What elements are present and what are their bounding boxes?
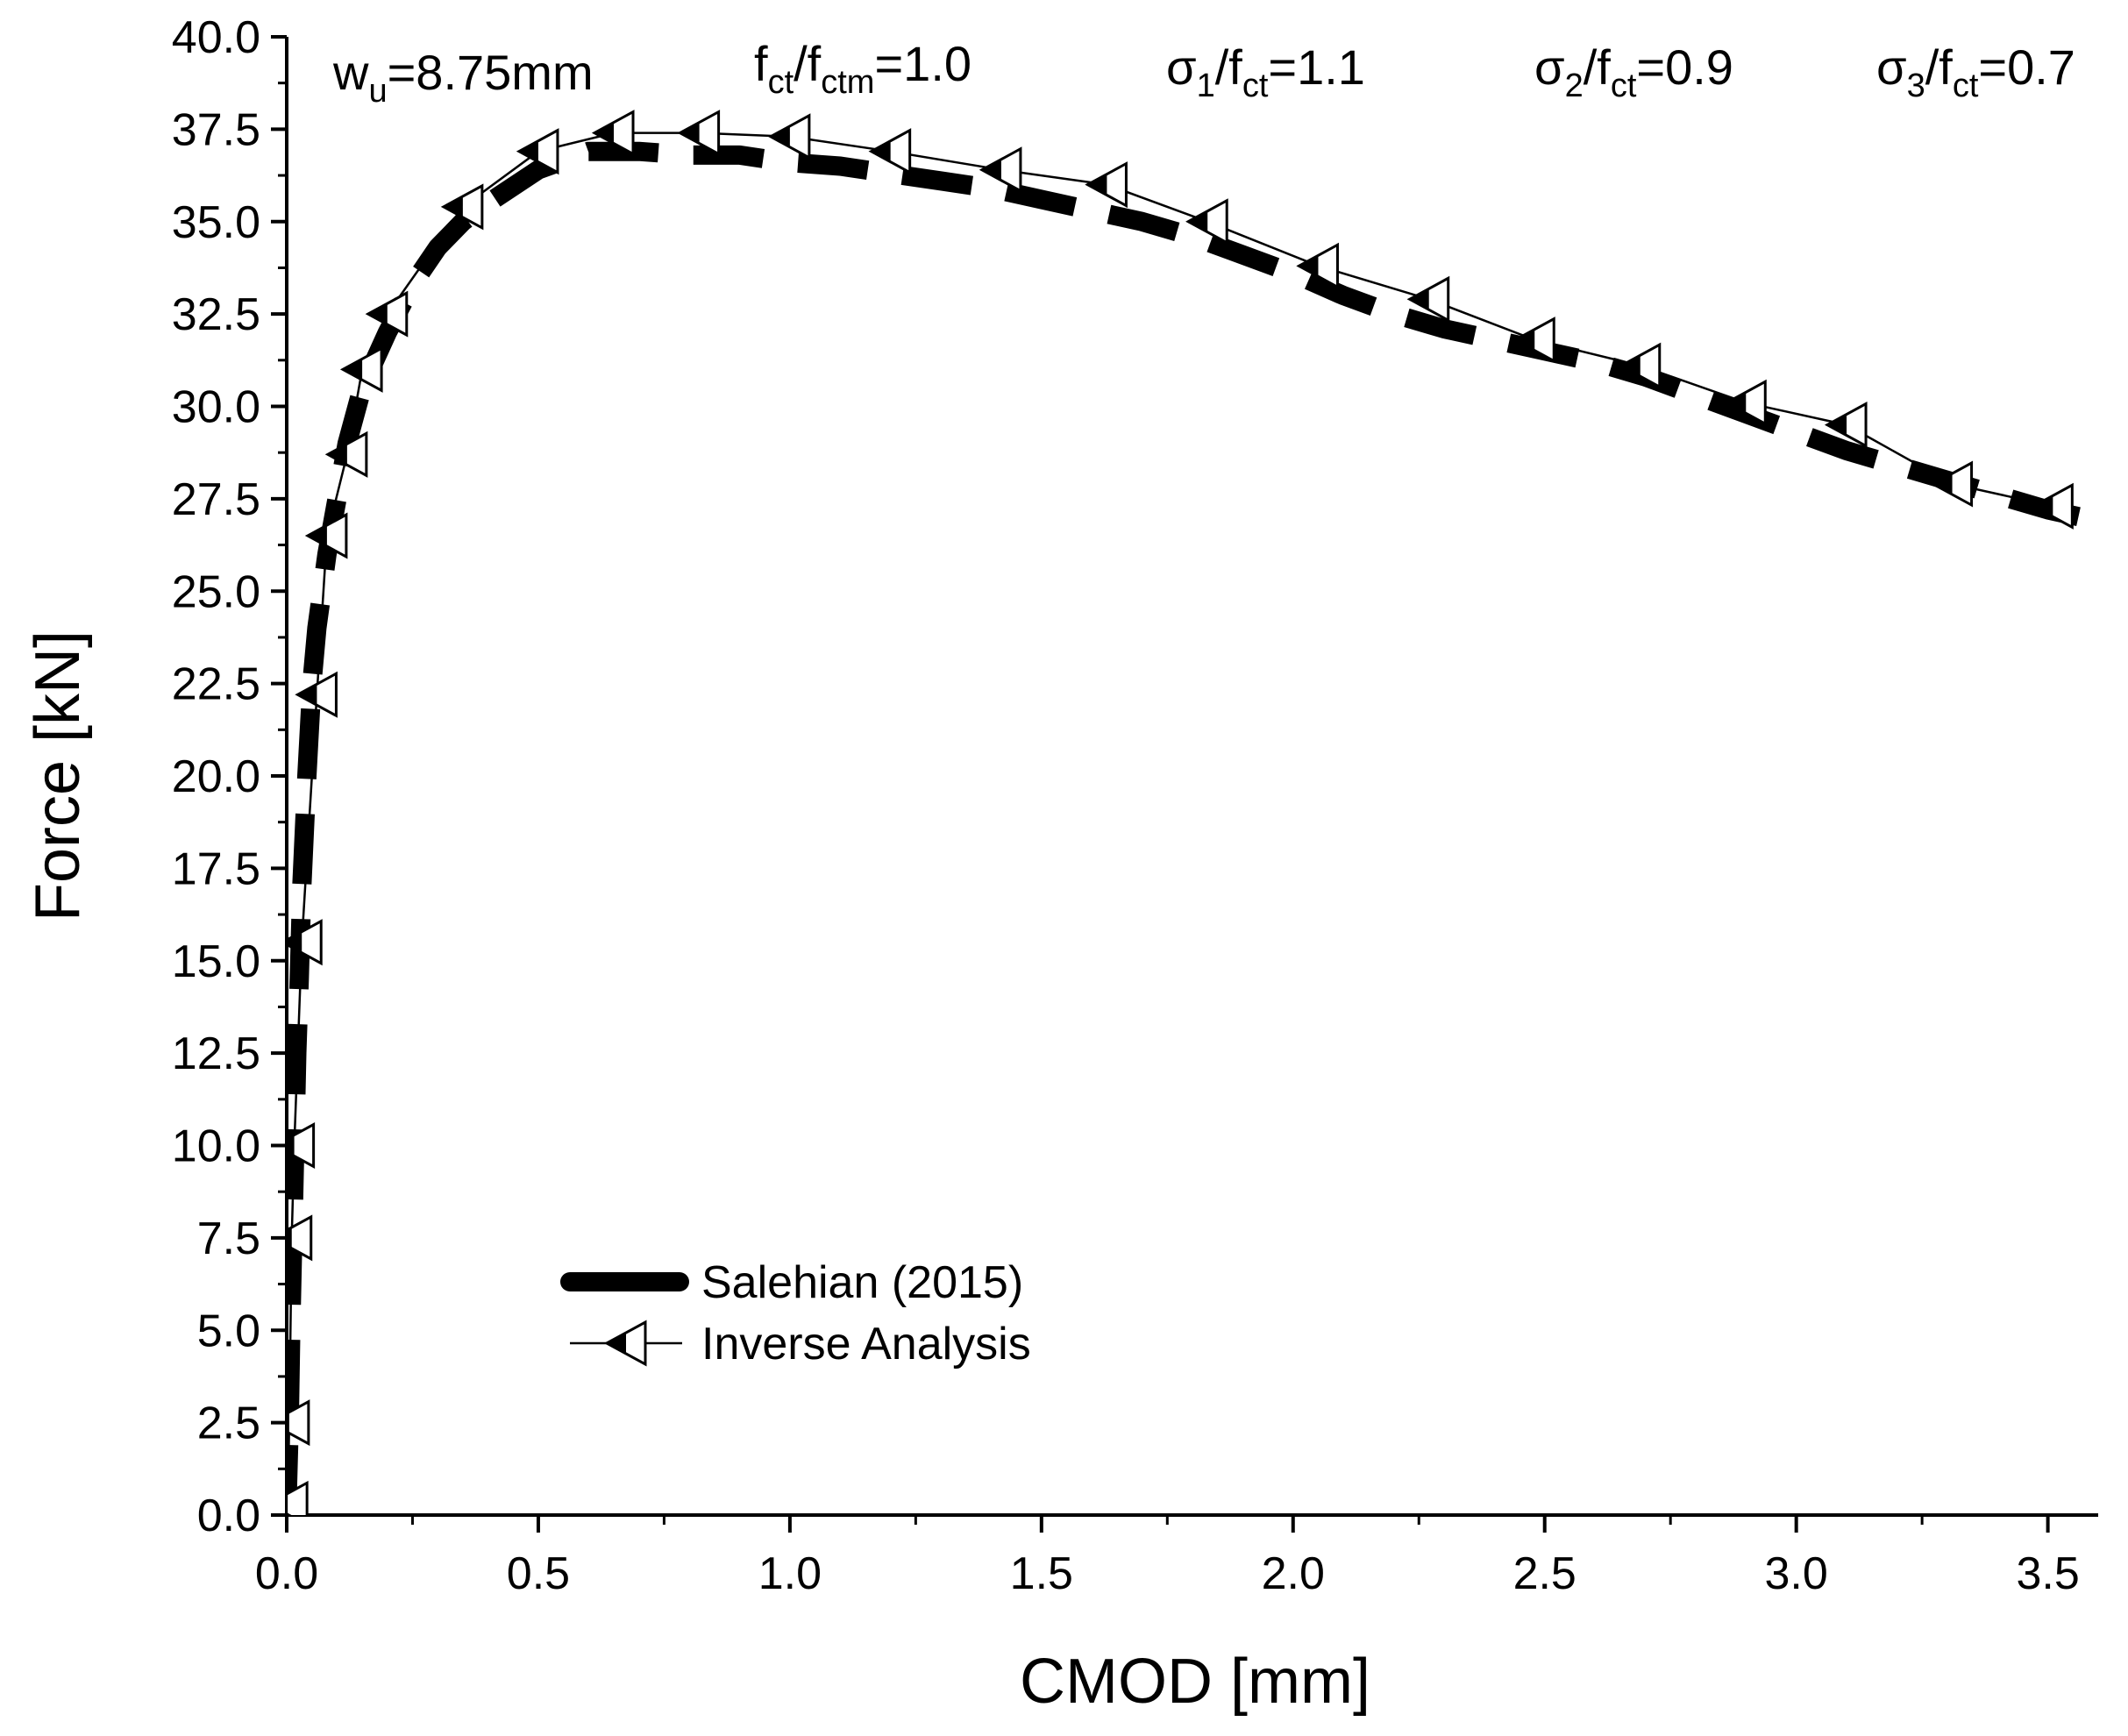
legend-inverse-label: Inverse Analysis (701, 1319, 1031, 1370)
inverse-analysis-marker (287, 1399, 310, 1447)
series-inverse-analysis-line (287, 132, 2053, 1505)
series-salehian-line (287, 141, 2098, 1515)
inverse-analysis-marker (287, 1214, 313, 1262)
legend-inverse-marker (603, 1320, 647, 1367)
inverse-analysis-marker (1296, 242, 1339, 289)
inverse-analysis-marker (516, 128, 559, 175)
x-tick-label: 3.5 (2016, 1548, 2079, 1599)
y-tick-label: 10.0 (172, 1121, 260, 1172)
y-tick-label: 35.0 (172, 197, 260, 248)
inverse-analysis-marker (979, 146, 1022, 194)
y-tick-label: 22.5 (172, 659, 260, 710)
inverse-analysis-marker (868, 128, 912, 175)
inverse-analysis-marker (767, 113, 811, 160)
x-tick-label: 1.5 (1010, 1548, 1073, 1599)
inverse-analysis-marker (287, 1480, 309, 1515)
x-tick-label: 1.0 (758, 1548, 822, 1599)
x-tick-label: 0.0 (255, 1548, 318, 1599)
y-tick-label: 15.0 (172, 936, 260, 987)
annotation-wu: wu=8.75mm (332, 45, 594, 110)
annotation-sigma2: σ2/fct=0.9 (1534, 39, 1733, 104)
inverse-analysis-marker (295, 671, 338, 718)
x-tick-label: 2.5 (1513, 1548, 1576, 1599)
y-axis-ticks (271, 35, 287, 1517)
x-axis-ticks (285, 1515, 2050, 1533)
inverse-analysis-marker (440, 183, 484, 231)
annotation-fct-fctm: fct/fctm=1.0 (754, 36, 971, 101)
y-tick-label: 32.5 (172, 289, 260, 340)
inverse-analysis-marker (304, 512, 348, 559)
legend-triangle-marker (603, 1320, 647, 1367)
y-tick-label: 30.0 (172, 382, 260, 433)
inverse-analysis-marker (287, 1121, 316, 1170)
legend-salehian-label: Salehian (2015) (701, 1257, 1023, 1308)
inverse-analysis-marker (324, 430, 368, 478)
y-tick-label: 2.5 (197, 1398, 260, 1449)
y-tick-label: 0.0 (197, 1491, 260, 1541)
inverse-analysis-marker (591, 110, 635, 157)
y-axis-tick-labels: 0.0 2.5 5.0 7.5 10.0 12.5 15.0 17.5 20.0 22.5 25.0… (172, 12, 260, 1541)
inverse-analysis-marker (1185, 198, 1228, 245)
x-axis-tick-labels: 0.0 0.5 1.0 1.5 2.0 2.5 3.0 3.5 (255, 1548, 2080, 1599)
inverse-analysis-marker (1724, 379, 1767, 426)
annotation-sigma3: σ3/fct=0.7 (1876, 39, 2075, 104)
x-tick-label: 0.5 (507, 1548, 570, 1599)
series-inverse-analysis-markers (287, 110, 2074, 1515)
y-tick-label: 7.5 (197, 1213, 260, 1264)
inverse-analysis-marker (287, 919, 323, 966)
inverse-analysis-marker (1085, 161, 1128, 209)
inverse-analysis-marker (1618, 342, 1662, 389)
legend: Salehian (2015) Inverse Analysis (560, 1257, 1031, 1370)
y-tick-label: 12.5 (172, 1028, 260, 1079)
inverse-analysis-marker (677, 110, 721, 157)
y-tick-label: 25.0 (172, 566, 260, 617)
x-tick-label: 3.0 (1765, 1548, 1828, 1599)
inverse-analysis-marker (1930, 460, 1974, 508)
annotation-sigma1: σ1/fct=1.1 (1166, 39, 1365, 104)
inverse-analysis-marker (339, 345, 383, 393)
y-tick-label: 27.5 (172, 474, 260, 525)
inverse-analysis-marker (365, 290, 409, 338)
inverse-analysis-marker (1406, 275, 1450, 323)
y-axis-title: Force [kN] (23, 630, 93, 921)
inverse-analysis-marker (1512, 317, 1555, 364)
inverse-analysis-marker (2031, 482, 2074, 530)
x-tick-label: 2.0 (1262, 1548, 1325, 1599)
x-axis-title: CMOD [mm] (1020, 1647, 1370, 1717)
inverse-analysis-marker (1824, 402, 1868, 449)
y-tick-label: 5.0 (197, 1306, 260, 1356)
y-tick-label: 37.5 (172, 104, 260, 155)
y-tick-label: 20.0 (172, 751, 260, 802)
y-tick-label: 17.5 (172, 843, 260, 894)
y-tick-label: 40.0 (172, 12, 260, 63)
